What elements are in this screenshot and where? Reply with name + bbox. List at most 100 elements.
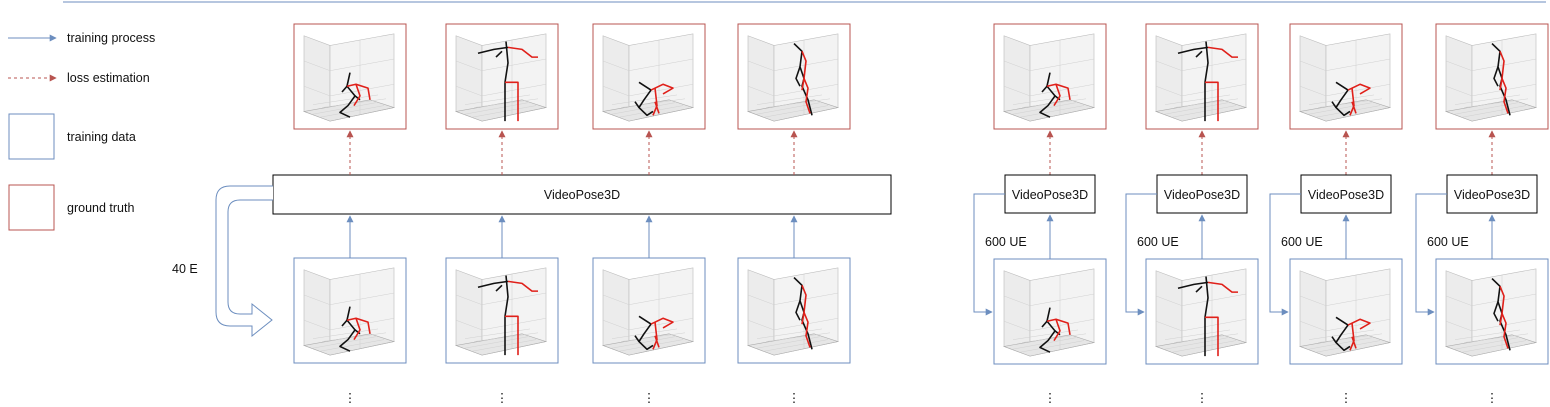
plot-axes [601, 33, 695, 122]
skeleton-black [1039, 72, 1056, 118]
continuation-dots: ⋮ [344, 391, 357, 405]
legend-training-process-label: training process [67, 31, 155, 45]
skeleton-black [638, 81, 654, 117]
continuation-dots: ⋮ [788, 391, 801, 405]
right-column: VideoPose3D 600 UE ⋮ [1125, 23, 1259, 405]
skeleton-black [795, 66, 801, 87]
skeleton-red [1205, 316, 1219, 357]
skeleton-red [1046, 318, 1061, 341]
plot-axes [1002, 268, 1096, 357]
legend-loss-estimation-label: loss estimation [67, 71, 150, 85]
continuation-dots: ⋮ [1044, 391, 1057, 405]
skeleton-red [1499, 78, 1503, 91]
model-label: VideoPose3D [1308, 188, 1384, 202]
skeleton-black [634, 101, 640, 108]
skeleton-black [354, 95, 361, 101]
skeleton-red [654, 101, 660, 114]
left-column: ⋮ [445, 23, 559, 405]
right-column: VideoPose3D 600 UE ⋮ [1415, 23, 1549, 405]
skeleton-red [650, 83, 674, 95]
left-column: ⋮ [592, 23, 706, 405]
legend: training process loss estimation trainin… [8, 31, 155, 231]
skeleton-black [477, 46, 509, 54]
model-label: VideoPose3D [1012, 188, 1088, 202]
skeleton-black [1335, 81, 1351, 117]
update-loop-label: 600 UE [1281, 235, 1323, 249]
skeleton-black [1195, 50, 1203, 58]
update-loop-arrow [1125, 193, 1157, 316]
plot-axes [1298, 268, 1392, 357]
skeleton-black [1039, 307, 1056, 353]
skeleton-black [341, 319, 348, 327]
model-box [1156, 174, 1248, 214]
ground-truth-plot [592, 23, 706, 130]
skeleton-red [1207, 46, 1238, 58]
skeleton-black [638, 315, 654, 351]
skeleton-black [1493, 301, 1499, 322]
skeleton-red [801, 284, 811, 348]
skeleton-black [1331, 336, 1337, 343]
plot-axes [302, 267, 396, 356]
continuation-dots: ⋮ [643, 391, 656, 405]
shared-model-box [272, 174, 892, 215]
training-data-plot [592, 257, 706, 364]
left-column: ⋮ [293, 23, 407, 405]
plot-axes [1154, 33, 1248, 122]
plot-axes [1002, 33, 1096, 122]
skeleton-red [1207, 281, 1238, 293]
epoch-loop-arrow [215, 185, 273, 338]
skeleton-black [339, 306, 356, 352]
skeleton-black [1054, 330, 1061, 336]
continuation-dots: ⋮ [496, 391, 509, 405]
epoch-loop-label: 40 E [172, 262, 198, 276]
left-panel: VideoPose3D 40 E ⋮ ⋮ ⋮ ⋮ [172, 23, 892, 405]
ground-truth-plot [993, 23, 1107, 130]
skeleton-red [1205, 81, 1219, 122]
skeleton-red [507, 280, 538, 292]
ground-truth-plot [445, 23, 559, 130]
skeleton-red [346, 83, 361, 106]
training-data-plot [1289, 258, 1403, 365]
skeleton-red [507, 46, 538, 58]
plot-axes [1298, 33, 1392, 122]
training-data-plot [1435, 258, 1549, 365]
skeleton-black [341, 85, 348, 93]
plot-axes [454, 33, 548, 122]
update-loop-label: 600 UE [1137, 235, 1179, 249]
ground-truth-plot [737, 23, 851, 130]
training-data-plot [293, 257, 407, 364]
legend-ground-truth-label: ground truth [67, 201, 134, 215]
skeleton-black [504, 41, 509, 83]
skeleton-red [1055, 83, 1071, 100]
skeleton-black [1335, 316, 1351, 352]
skeleton-red [346, 317, 361, 340]
skeleton-black [1493, 66, 1499, 87]
model-box [1446, 174, 1538, 214]
model-box [1004, 174, 1096, 214]
plot-axes [746, 267, 840, 356]
legend-ground-truth-swatch [8, 184, 55, 231]
training-data-plot [1145, 258, 1259, 365]
skeleton-black [1195, 285, 1203, 293]
skeleton-red [801, 50, 811, 114]
plot-axes [746, 33, 840, 122]
model-label: VideoPose3D [1164, 188, 1240, 202]
skeleton-red [505, 81, 519, 122]
plot-axes [1444, 33, 1538, 122]
skeleton-red [355, 317, 371, 334]
legend-training-data-label: training data [67, 130, 136, 144]
model-label: VideoPose3D [1454, 188, 1530, 202]
skeleton-black [1177, 281, 1209, 289]
training-data-plot [737, 257, 851, 364]
ground-truth-plot [293, 23, 407, 130]
skeleton-red [801, 312, 805, 325]
plot-axes [1154, 268, 1248, 357]
skeleton-red [650, 317, 674, 329]
skeleton-black [1054, 95, 1061, 101]
skeleton-black [634, 335, 640, 342]
continuation-dots: ⋮ [1486, 391, 1499, 405]
legend-training-data-swatch [8, 113, 55, 160]
skeleton-black [1204, 41, 1209, 83]
skeleton-black [477, 280, 509, 288]
